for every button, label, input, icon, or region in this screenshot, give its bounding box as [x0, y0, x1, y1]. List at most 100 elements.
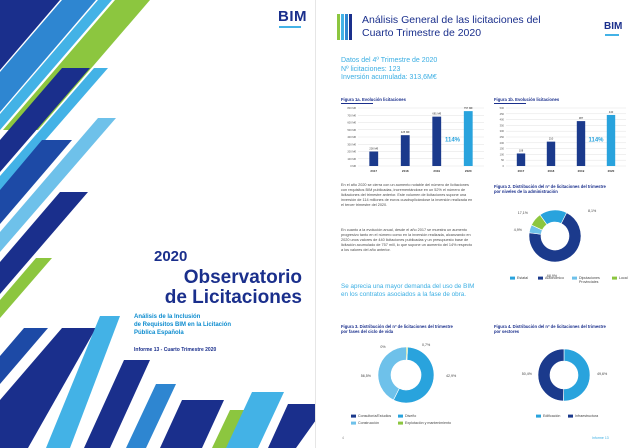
legend-label: Edificación	[543, 414, 560, 418]
summary-count: Nº licitaciones: 123	[341, 65, 401, 73]
x-tick-label: 2018	[548, 169, 555, 173]
page-logo-underline	[605, 34, 619, 36]
slice-data-label: 68,9%	[547, 274, 558, 278]
y-tick-label: 400 M€	[347, 135, 356, 139]
figure-3-caption-line2: por fases del ciclo de vida	[341, 329, 394, 334]
y-tick-label: 100 M€	[347, 157, 356, 161]
footer-report-label: Informe 13	[592, 436, 609, 440]
legend-swatch	[572, 276, 577, 280]
x-tick-label: 2020	[465, 169, 472, 173]
growth-annotation: 114%	[445, 138, 461, 144]
slice-data-label: 4,9%	[514, 228, 523, 232]
title-accent-bars	[337, 14, 353, 40]
legend-swatch	[351, 414, 356, 418]
cover-decorative-stripes	[0, 0, 315, 448]
figure-4-caption-line2: por sectores	[494, 329, 520, 334]
cover-title: Observatorio de Licitaciones	[132, 268, 302, 308]
figure-1a-caption: Figura 1a. Evolución licitaciones	[341, 97, 406, 102]
cover-subtitle-line1: Análisis de la Inclusión	[134, 314, 201, 320]
cover-page: BIM 2020 Observatorio de Licitaciones An…	[0, 0, 316, 448]
y-tick-label: 700 M€	[347, 113, 356, 117]
legend-label: Explotación y mantenimiento	[405, 421, 451, 425]
summary-period: Datos del 4º Trimestre de 2020	[341, 57, 438, 64]
bar-data-label: 210	[549, 137, 554, 141]
y-tick-label: 500	[500, 106, 505, 110]
legend-label: Autonómico	[545, 276, 564, 280]
y-tick-label: 350	[500, 123, 505, 127]
y-tick-label: 100	[500, 152, 505, 156]
legend-swatch	[398, 421, 403, 425]
body-paragraph-2: En cuanto a la evolución anual, desde el…	[341, 228, 473, 252]
bar-data-label: 425 M€	[401, 130, 410, 134]
y-tick-label: 450	[500, 112, 505, 116]
slice-data-label: 0%	[380, 345, 386, 349]
bar-2017	[516, 153, 526, 166]
y-tick-label: 800 M€	[347, 106, 356, 110]
bar-2017	[369, 151, 379, 166]
legend-label: Construcción	[358, 421, 379, 425]
slice-explotaci-n-y-mantenimiento	[405, 346, 408, 361]
summary-investment: Inversión acumulada: 313,6M€	[341, 74, 437, 81]
y-tick-label: 300 M€	[347, 142, 356, 146]
figure-1a-rule	[341, 103, 373, 104]
cover-report-label: Informe 13 - Cuarto Trimestre 2020	[134, 347, 217, 353]
y-tick-label: 250	[500, 135, 505, 139]
slice-construcci-n	[377, 346, 407, 401]
figure-2-caption: Figura 2. Distribución del nº de licitac…	[494, 184, 634, 194]
page-bim-logo: BIM	[604, 21, 623, 32]
x-tick-label: 2017	[518, 169, 525, 173]
y-tick-label: 300	[500, 129, 505, 133]
legend-label: Local	[619, 276, 628, 280]
cover-year: 2020	[154, 248, 188, 265]
bar-2018	[546, 141, 556, 166]
figure-2-chart: 17,1% 68,9% 4,9% 8,1% Estatal Autonómico Diput…	[510, 209, 628, 284]
bar-data-label: 440	[609, 110, 614, 114]
x-tick-label: 2019	[433, 169, 440, 173]
bar-2020	[463, 111, 473, 166]
legend-label: Consultoría/Estudios	[358, 414, 391, 418]
slice-data-label: 50,4%	[522, 372, 533, 376]
cover-logo-underline	[279, 26, 301, 28]
bar-data-label: 387	[579, 116, 584, 120]
summary-block: Datos del 4º Trimestre de 2020 Nº licita…	[341, 57, 437, 83]
page-title-line2: Cuarto Trimestre de 2020	[362, 27, 482, 39]
legend-swatch	[538, 276, 543, 280]
bar-2019	[432, 116, 442, 166]
slice-infraestructura	[537, 348, 565, 402]
page-number: 4	[342, 436, 344, 440]
legend-label: Diseño	[405, 414, 416, 418]
slice-local	[531, 214, 548, 231]
highlight-quote: Se aprecia una mayor demanda del uso de …	[341, 283, 475, 298]
legend-swatch	[568, 414, 573, 418]
cover-subtitle-line2: de Requisitos BIM en la Licitación	[134, 322, 232, 328]
bar-data-label: 757 M€	[464, 106, 473, 110]
figure-1a-chart: 800 M€ 700 M€ 600 M€ 500 M€ 400 M€ 300 M€ 200 …	[347, 106, 484, 173]
slice-data-label: 0,7%	[422, 343, 431, 347]
legend-swatch	[510, 276, 515, 280]
figure-4-caption: Figura 4. Distribución del nº de licitac…	[494, 324, 634, 334]
body-paragraph-1: En el año 2020 se cierra con un aumento …	[341, 183, 473, 207]
cover-bim-logo: BIM	[278, 8, 307, 25]
bar-2020	[606, 114, 616, 166]
cover-subtitle-line3: Pública Española	[134, 330, 184, 336]
figure-4-chart: 50,4% 49,6% Edificación Infraestructura	[522, 348, 608, 418]
y-tick-label: 150	[500, 147, 505, 151]
y-tick-label: 500 M€	[347, 128, 356, 132]
legend-swatch	[351, 421, 356, 425]
cover-title-line1: Observatorio	[183, 267, 302, 288]
slice-data-label: 42,9%	[446, 374, 457, 378]
bar-data-label: 108	[519, 148, 524, 152]
cover-subtitle: Análisis de la Inclusión de Requisitos B…	[134, 313, 306, 337]
figure-3-chart: 0% 56,5% 42,9% 0,7% Consultoría/Estudios Dise…	[351, 343, 457, 425]
x-tick-label: 2019	[578, 169, 585, 173]
y-tick-label: 400	[500, 118, 505, 122]
y-tick-label: 200	[500, 141, 505, 145]
bar-data-label: 681 M€	[432, 112, 441, 116]
figure-1b-rule	[494, 103, 526, 104]
bar-2019	[576, 121, 586, 166]
figure-4-caption-line1: Figura 4. Distribución del nº de licitac…	[494, 324, 606, 329]
legend-label: Estatal	[517, 276, 528, 280]
slice-data-label: 49,6%	[597, 372, 608, 376]
y-tick-label: 200 M€	[347, 150, 356, 154]
